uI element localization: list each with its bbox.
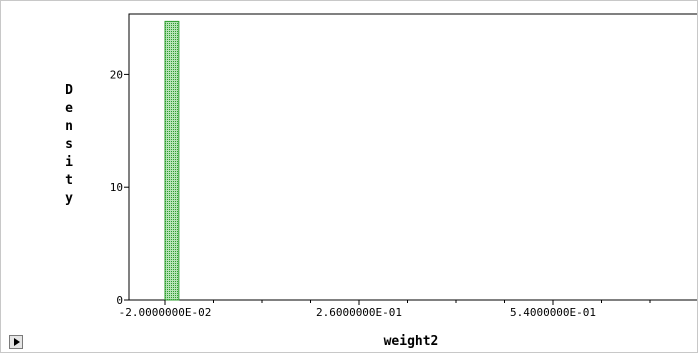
y-axis-title-letter: D xyxy=(65,83,73,98)
x-tick-label: 2.6000000E-01 xyxy=(316,306,402,319)
y-tick-label: 0 xyxy=(116,294,123,307)
y-axis-title-letter: n xyxy=(65,119,73,134)
y-axis-title-letter: t xyxy=(65,173,73,188)
x-tick-label: 5.4000000E-01 xyxy=(510,306,596,319)
y-axis-ticks: 0 10 20 xyxy=(110,68,129,307)
y-axis-title-letter: y xyxy=(65,191,73,206)
y-tick-label: 20 xyxy=(110,68,123,81)
bars-group xyxy=(164,20,180,301)
y-axis-title-letter: i xyxy=(65,155,73,170)
y-tick-label: 10 xyxy=(110,181,123,194)
x-axis-ticks: -2.0000000E-02 2.6000000E-01 5.4000000E-01 xyxy=(119,300,651,319)
expand-button[interactable] xyxy=(9,335,23,349)
x-axis-title: weight2 xyxy=(384,334,439,349)
histogram-bar-1 xyxy=(164,20,180,301)
plot-area-frame xyxy=(128,13,697,301)
y-axis-title-letter: s xyxy=(65,137,73,152)
x-tick-label: -2.0000000E-02 xyxy=(119,306,212,319)
play-icon xyxy=(14,338,20,346)
y-axis-title-letter: e xyxy=(65,101,73,116)
